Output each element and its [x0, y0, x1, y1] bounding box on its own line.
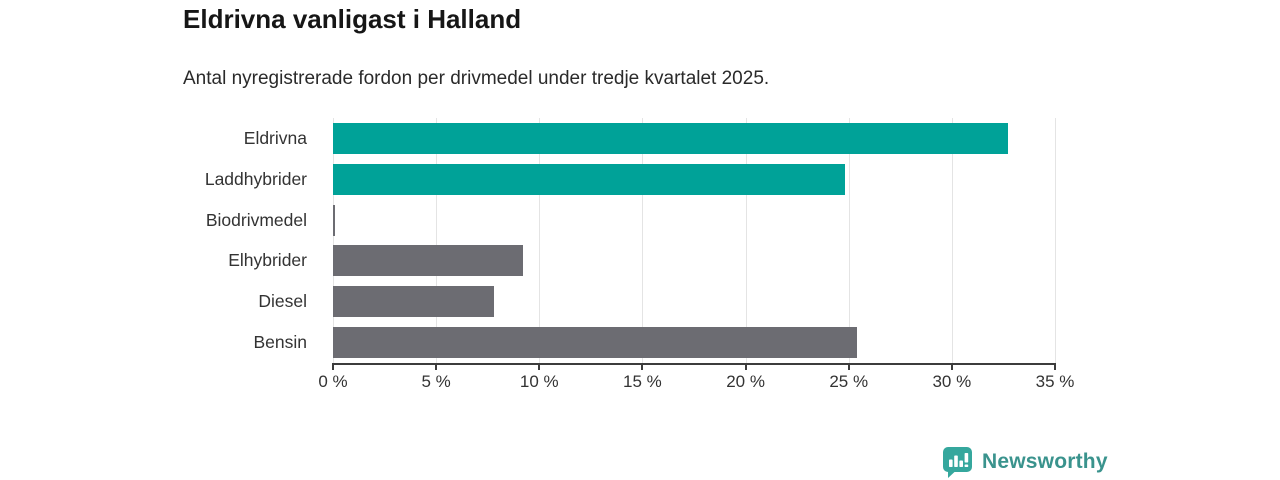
axis-tick-15	[641, 363, 644, 370]
axis-tick-35	[1054, 363, 1056, 370]
axis-tick-10	[538, 363, 541, 370]
axis-tick-label-30: 30 %	[932, 372, 972, 391]
gridline-15	[642, 118, 644, 363]
bar-bensin	[333, 327, 857, 359]
newsworthy-logo-text: Newsworthy	[982, 450, 1108, 473]
plot-area	[332, 118, 1056, 370]
gridline-0	[333, 118, 334, 363]
chart-title: Eldrivna vanligast i Halland	[183, 4, 522, 34]
axis-tick-5	[435, 363, 438, 370]
chart-subtitle: Antal nyregistrerade fordon per drivmede…	[183, 68, 770, 89]
category-label-eldrivna: Eldrivna	[243, 127, 307, 148]
axis-tick-label-0: 0 %	[318, 372, 348, 391]
gridline-35	[1055, 118, 1056, 363]
bar-row-laddhybrider	[333, 159, 1055, 200]
gridline-30	[951, 118, 953, 363]
bar-laddhybrider	[333, 163, 845, 195]
gridline-10	[539, 118, 541, 363]
category-label-elhybrider: Elhybrider	[228, 250, 307, 271]
axis-tick-30	[950, 363, 953, 370]
axis-tick-label-25: 25 %	[829, 372, 869, 391]
axis-tick-25	[847, 363, 850, 370]
bar-row-biodrivmedel	[333, 200, 1055, 241]
gridline-5	[436, 118, 438, 363]
bar-elhybrider	[333, 245, 523, 277]
gridline-20	[745, 118, 747, 363]
category-label-laddhybrider: Laddhybrider	[204, 168, 307, 189]
newsworthy-logo: Newsworthy	[941, 446, 1108, 478]
bar-row-diesel	[333, 281, 1055, 322]
axis-tick-label-15: 15 %	[623, 372, 662, 391]
category-axis-labels: Eldrivna Laddhybrider Biodrivmedel Elhybrid…	[0, 118, 320, 363]
bar-row-eldrivna	[333, 118, 1055, 159]
value-axis-labels: 0 % 5 % 10 % 15 % 20 % 25 % 30 % 35 %	[318, 372, 1074, 396]
bar-biodrivmedel	[333, 204, 336, 236]
category-label-diesel: Diesel	[258, 291, 307, 312]
gridline-25	[848, 118, 850, 363]
bar-eldrivna	[333, 122, 1008, 154]
bar-row-bensin	[333, 322, 1055, 363]
category-label-bensin: Bensin	[253, 332, 307, 353]
axis-tick-20	[744, 363, 747, 370]
axis-tick-0	[332, 363, 334, 370]
newsworthy-speech-bubble-chart-icon	[943, 447, 972, 478]
bar-row-elhybrider	[333, 241, 1055, 282]
axis-tick-label-5: 5 %	[421, 372, 451, 391]
bar-diesel	[333, 286, 494, 318]
axis-tick-label-10: 10 %	[519, 372, 559, 391]
category-label-biodrivmedel: Biodrivmedel	[205, 209, 307, 230]
axis-tick-label-20: 20 %	[726, 372, 765, 391]
axis-tick-label-35: 35 %	[1035, 372, 1075, 391]
